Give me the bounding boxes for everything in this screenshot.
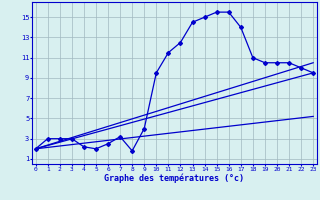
X-axis label: Graphe des températures (°c): Graphe des températures (°c): [104, 173, 244, 183]
